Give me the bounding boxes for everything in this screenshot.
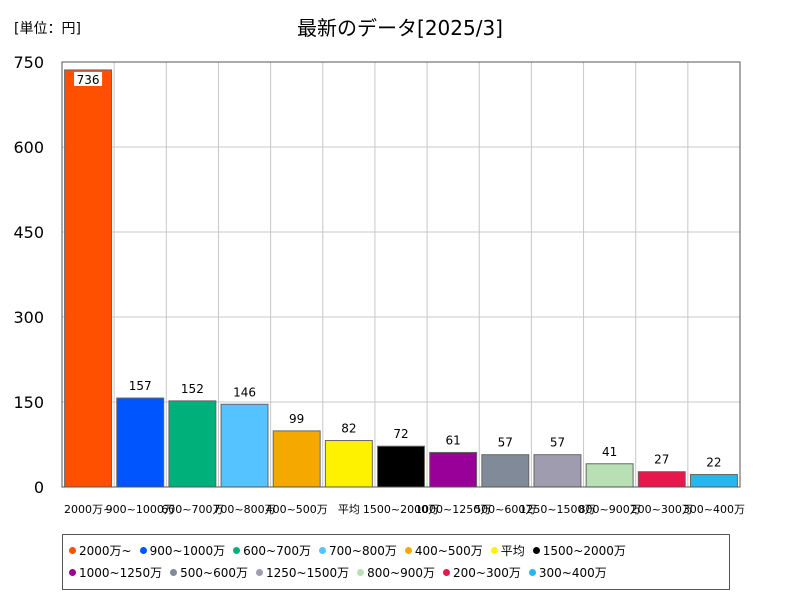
y-tick-label: 0 — [34, 478, 44, 497]
x-tick-label: 200~300万 — [631, 503, 693, 516]
x-tick-label: 1250~1500万 — [519, 503, 595, 516]
legend-label: 300~400万 — [538, 565, 607, 580]
value-label: 152 — [181, 382, 204, 396]
legend-swatch — [69, 546, 76, 554]
legend: 2000万~ 900~1000万 600~700万 700~800万 400~500万 平… — [62, 534, 730, 590]
x-tick-label: 900~1000万 — [106, 503, 175, 516]
legend-label: 900~1000万 — [149, 543, 226, 558]
legend-label: 2000万~ — [79, 543, 132, 558]
legend-swatch — [490, 546, 498, 554]
value-label: 146 — [233, 385, 256, 399]
value-label: 27 — [654, 453, 669, 467]
legend-item: 700~800万 — [318, 539, 397, 561]
value-label: 61 — [446, 433, 461, 447]
x-tick-label: 2000万~ — [64, 503, 112, 516]
x-tick-label: 平均 — [338, 503, 360, 516]
x-tick-label: 500~600万 — [474, 503, 536, 516]
legend-item: 300~400万 — [528, 561, 607, 583]
legend-item: 800~900万 — [357, 561, 435, 583]
legend-swatch — [404, 546, 412, 554]
legend-swatch — [170, 568, 178, 576]
plot-border — [61, 61, 741, 488]
bar — [585, 463, 634, 488]
legend-label: 600~700万 — [243, 543, 311, 558]
value-label: 736 — [77, 73, 100, 87]
y-tick-label: 600 — [13, 138, 44, 157]
legend-label: 1250~1500万 — [266, 565, 350, 580]
legend-label: 200~300万 — [453, 565, 521, 580]
value-label: 57 — [550, 436, 565, 450]
legend-item: 1250~1500万 — [256, 561, 349, 583]
value-label: 22 — [706, 456, 721, 470]
chart-title: 最新のデータ[2025/3] — [297, 16, 503, 40]
legend-swatch — [528, 568, 536, 576]
bar-chart: 0 150 300 450 600 750 736 2000万~ 157 900~1000万 152… — [13, 53, 745, 516]
x-tick-label: 600~700万 — [161, 503, 223, 516]
legend-item: 2000万~ — [69, 539, 132, 561]
legend-label: 1500~2000万 — [542, 543, 626, 558]
legend-item: 200~300万 — [443, 561, 521, 583]
bar — [377, 445, 425, 488]
bar — [324, 440, 373, 488]
y-tick-label: 450 — [13, 223, 44, 242]
legend-swatch — [443, 568, 451, 576]
legend-item: 600~700万 — [233, 539, 311, 561]
y-tick-label: 150 — [13, 393, 44, 412]
legend-label: 1000~1250万 — [79, 565, 163, 580]
legend-label: 400~500万 — [414, 543, 483, 558]
legend-item: 400~500万 — [404, 539, 483, 561]
x-tick-label: 800~900万 — [579, 503, 641, 516]
bar — [64, 69, 113, 488]
x-tick-label: 400~500万 — [266, 503, 328, 516]
bar — [689, 474, 738, 488]
legend-swatch — [318, 546, 326, 554]
legend-item: 1500~2000万 — [532, 539, 626, 561]
y-tick-label: 300 — [13, 308, 44, 327]
bar — [220, 403, 269, 488]
value-label: 72 — [393, 427, 408, 441]
legend-label: 500~600万 — [180, 565, 249, 580]
legend-swatch — [233, 546, 241, 554]
legend-label: 800~900万 — [367, 565, 436, 580]
value-label-bg — [74, 71, 103, 86]
bar — [168, 400, 217, 488]
legend-swatch — [69, 568, 76, 576]
legend-swatch — [139, 546, 147, 554]
bar — [429, 451, 478, 488]
unit-label: [単位：円] — [14, 21, 81, 37]
legend-item: 1000~1250万 — [69, 561, 162, 583]
legend-item: 平均 — [490, 539, 525, 561]
legend-label: 700~800万 — [328, 543, 397, 558]
bar — [533, 454, 582, 488]
legend-swatch — [256, 568, 264, 576]
x-tick-label: 1500~2000万 — [363, 503, 439, 516]
bar — [481, 454, 530, 488]
bar — [637, 471, 686, 488]
value-label: 41 — [602, 445, 617, 459]
value-label: 82 — [341, 422, 356, 436]
y-tick-label: 750 — [13, 53, 44, 72]
bar — [116, 397, 165, 488]
value-label: 157 — [129, 379, 152, 393]
bar — [272, 430, 321, 488]
legend-item: 500~600万 — [170, 561, 248, 583]
legend-item: 900~1000万 — [139, 539, 226, 561]
value-label: 99 — [289, 412, 304, 426]
x-tick-label: 300~400万 — [683, 503, 745, 516]
legend-swatch — [532, 546, 540, 554]
x-tick-label: 1000~1250万 — [415, 503, 491, 516]
legend-swatch — [357, 568, 365, 576]
legend-label: 平均 — [500, 543, 525, 558]
value-label: 57 — [498, 436, 513, 450]
x-tick-label: 700~800万 — [213, 503, 275, 516]
